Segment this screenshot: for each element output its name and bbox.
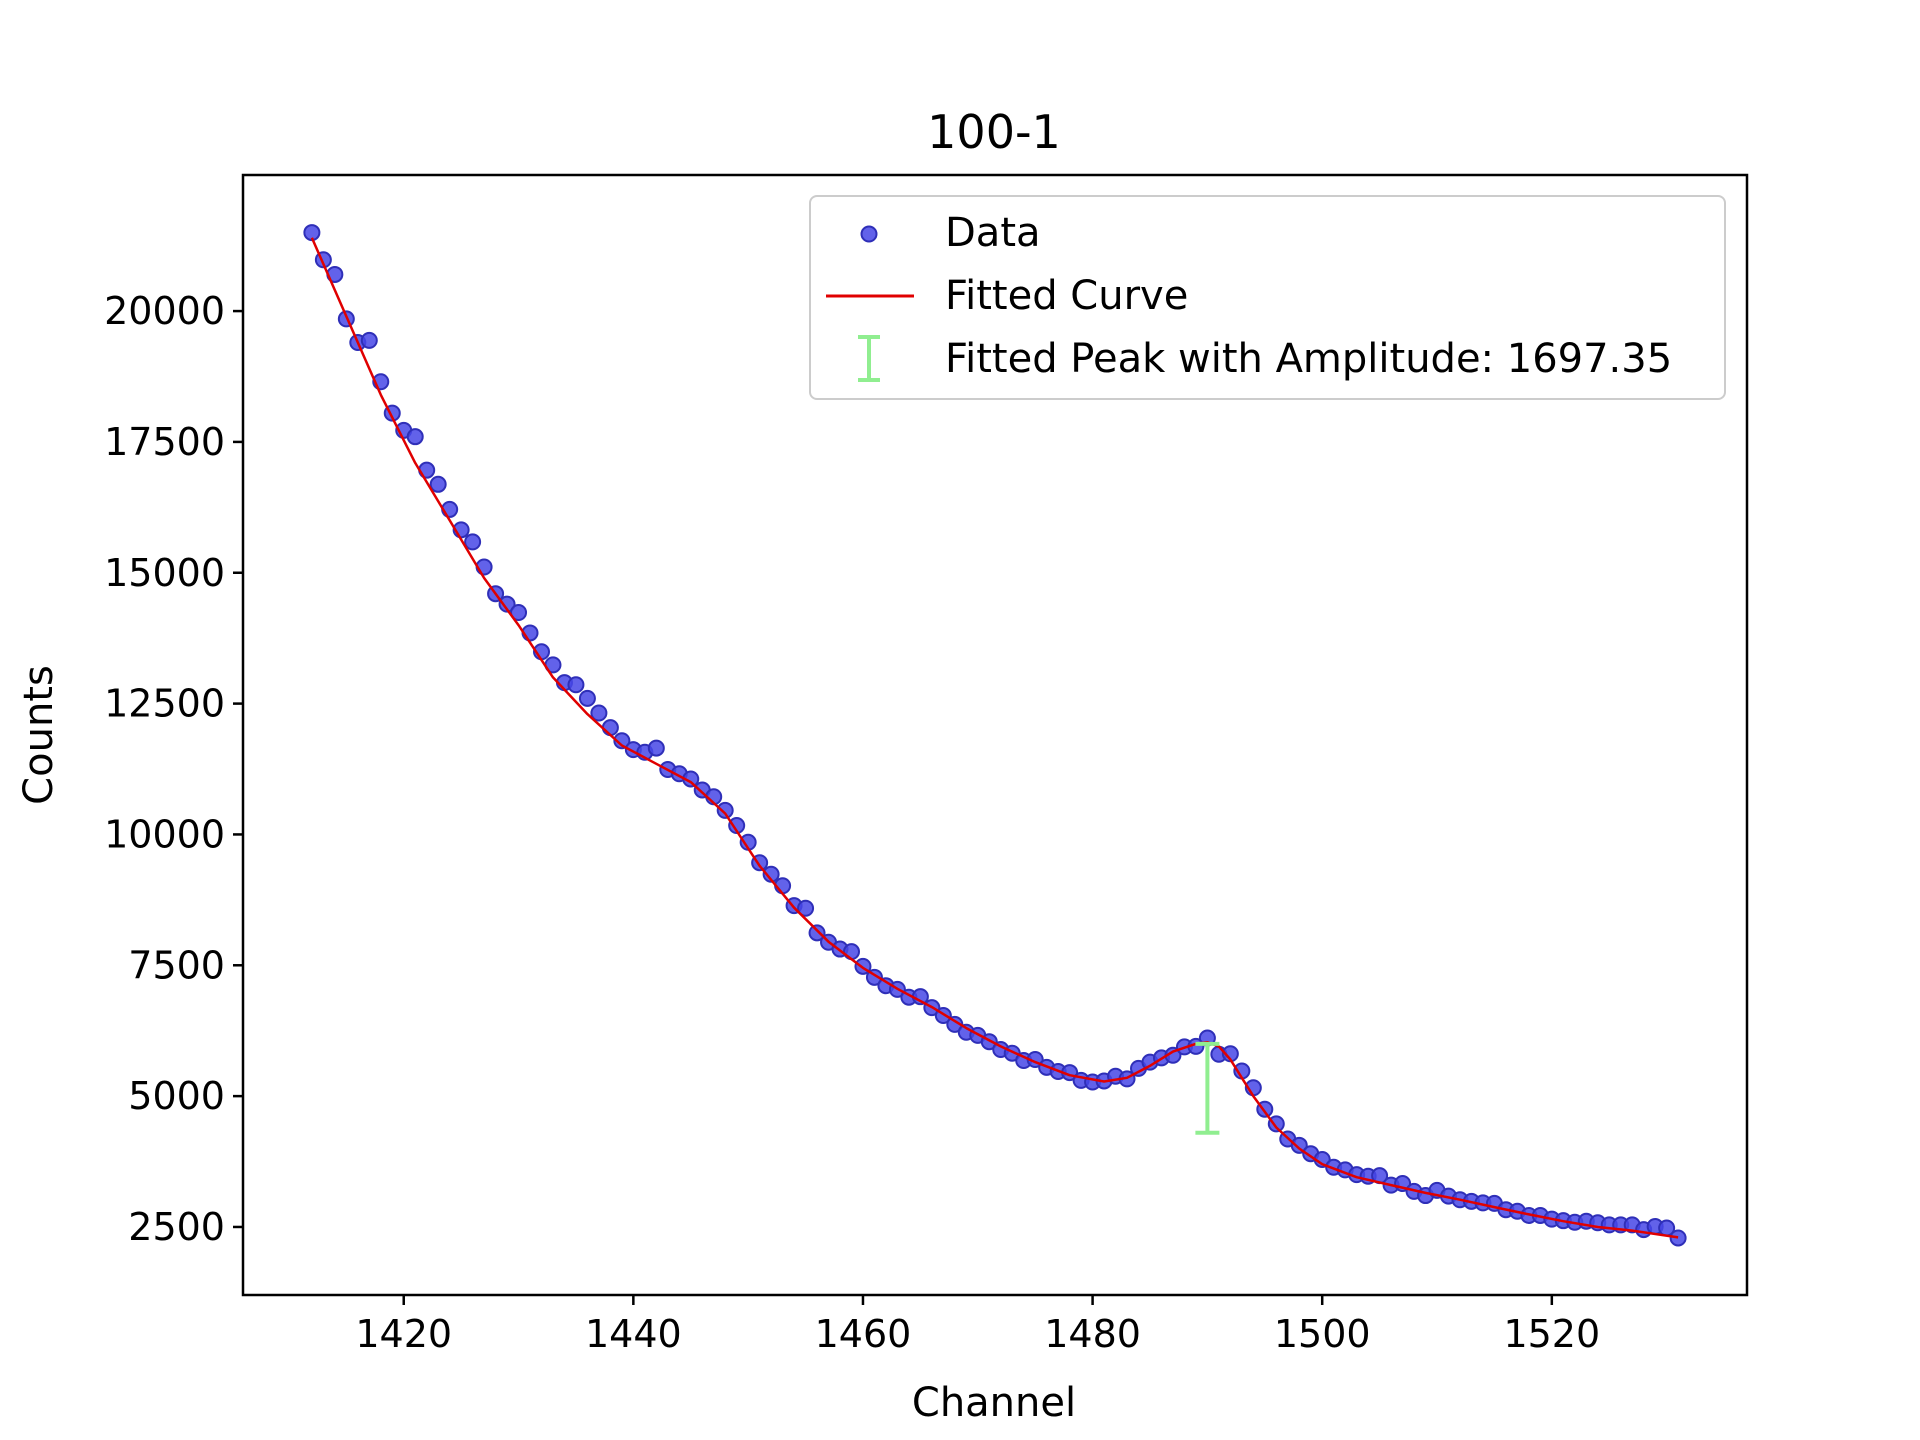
y-axis-label: Counts	[16, 665, 62, 805]
x-tick-label: 1480	[1044, 1312, 1141, 1356]
x-tick-label: 1440	[585, 1312, 682, 1356]
fitted-peak-marker	[1195, 1041, 1220, 1135]
data-point	[808, 924, 826, 942]
data-point	[510, 604, 528, 622]
data-point	[1290, 1136, 1308, 1154]
y-tick-label: 5000	[128, 1074, 225, 1118]
data-point	[1669, 1229, 1687, 1247]
x-axis-label: Channel	[912, 1380, 1076, 1426]
data-point	[406, 428, 424, 446]
data-point	[716, 801, 734, 819]
data-point	[567, 676, 585, 694]
data-point	[601, 719, 619, 737]
data-point	[429, 475, 447, 493]
data-point	[797, 899, 815, 917]
x-tick-label: 1520	[1503, 1312, 1600, 1356]
data-point	[498, 595, 516, 613]
y-tick-label: 20000	[104, 289, 225, 333]
legend-peak-label: Fitted Peak with Amplitude: 1697.35	[945, 336, 1672, 382]
legend-data-label: Data	[945, 210, 1041, 256]
data-point	[578, 689, 596, 707]
legend-fit-label: Fitted Curve	[945, 273, 1188, 319]
y-tick-label: 12500	[104, 682, 225, 726]
x-tick-label: 1460	[815, 1312, 912, 1356]
x-tick-label: 1420	[355, 1312, 452, 1356]
y-tick-label: 2500	[128, 1205, 225, 1249]
y-tick-label: 17500	[104, 420, 225, 464]
legend-peak-marker	[858, 335, 880, 382]
legend-data-marker	[860, 225, 878, 243]
data-point	[613, 732, 631, 750]
fitted-curve-line	[310, 237, 1679, 1239]
y-tick-label: 15000	[104, 551, 225, 595]
data-point	[1267, 1115, 1285, 1133]
data-point	[360, 331, 378, 349]
y-tick-label: 10000	[104, 812, 225, 856]
axis-ticks: 1420 1440 1460 1480 1500 1520 2500 5000 7500 1000…	[104, 289, 1600, 1356]
data-point	[464, 533, 482, 551]
chart-title: 100-1	[927, 105, 1061, 159]
data-point	[590, 704, 608, 722]
data-point	[647, 739, 665, 757]
plot-area	[303, 224, 1687, 1247]
plot-frame	[241, 173, 1749, 1297]
y-tick-label: 7500	[128, 943, 225, 987]
legend-frame	[809, 195, 1726, 400]
legend: Data Fitted Curve Fitted Peak with Ampli…	[809, 195, 1726, 400]
data-point	[842, 943, 860, 961]
x-tick-label: 1500	[1274, 1312, 1371, 1356]
